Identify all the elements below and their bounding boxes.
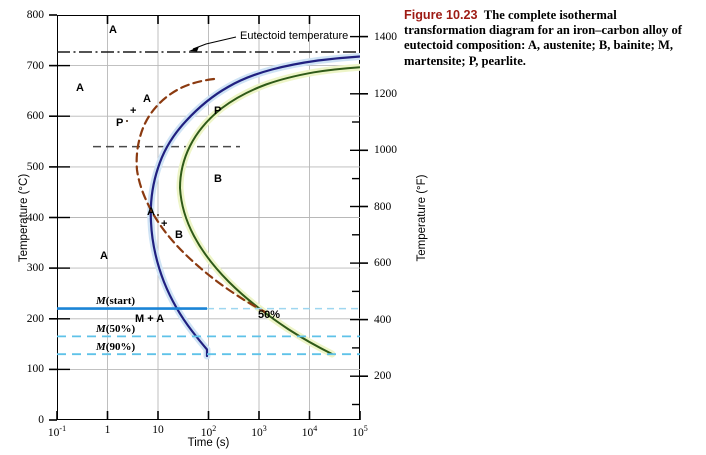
ytick-right-1400: 1400 — [374, 30, 397, 43]
xtick-mantissa: 10 — [200, 426, 213, 439]
region-label-austenite-left: A — [76, 82, 84, 94]
m-ninety-label: M(90%) — [96, 341, 135, 353]
ytick-left-800: 800 — [26, 9, 44, 21]
label-austenite-plus-bainite-a: A — [147, 206, 155, 218]
label-fifty-percent: 50% — [258, 309, 281, 321]
label-pearlite-plus-austenite-a: A — [143, 93, 151, 105]
m-ninety-label-suffix: (90%) — [105, 341, 136, 353]
xtick-exponent: -1 — [59, 424, 67, 433]
xtick-exponent: 5 — [363, 424, 368, 433]
xtick-exponent: 2 — [212, 424, 217, 433]
xtick-10: 10 — [152, 424, 164, 436]
label-austenite-plus-bainite-plus: + — [161, 218, 168, 230]
xtick-1: 1 — [104, 424, 111, 436]
ytick-left-300: 300 — [26, 262, 44, 275]
ytick-left-600: 600 — [26, 110, 44, 123]
xtick-mantissa: 10 — [251, 426, 263, 439]
y-axis-title-celsius: Temperature (°C) — [18, 173, 30, 263]
m-start-label-suffix: (start) — [105, 295, 136, 307]
xtick-mantissa: 10 — [47, 426, 60, 439]
m-fifty-label-prefix: M — [96, 323, 106, 335]
plot-area — [57, 15, 360, 420]
figure-caption: Figure 10.23 The complete isothermal tra… — [404, 8, 698, 69]
region-label-austenite-lower: A — [100, 250, 108, 262]
label-pearlite-plus-austenite-plus: + — [130, 105, 137, 117]
xtick-1e3: 103 — [251, 424, 267, 439]
ytick-right-200: 200 — [374, 370, 392, 383]
ytick-right-600: 600 — [374, 257, 392, 270]
eutectoid-temperature-label: Eutectoid temperature — [240, 30, 349, 42]
label-martensite-plus-austenite: M + A — [135, 313, 165, 325]
y-axis-title-fahrenheit: Temperature (°F) — [416, 174, 428, 262]
ytick-left-100: 100 — [26, 363, 44, 376]
ticks-left — [49, 14, 57, 421]
region-label-bainite: B — [214, 173, 222, 185]
ytick-left-500: 500 — [26, 160, 44, 173]
xtick-1e4: 104 — [302, 424, 318, 439]
label-pearlite-plus-austenite-p: P — [116, 117, 124, 129]
m-start-label-prefix: M — [96, 295, 106, 307]
ytick-left-200: 200 — [26, 312, 44, 325]
xtick-1e2: 102 — [201, 424, 217, 439]
figure-number: Figure 10.23 — [404, 8, 478, 22]
xtick-exponent: 3 — [262, 424, 267, 433]
xtick-exponent: 4 — [313, 424, 318, 433]
ytick-right-400: 400 — [374, 313, 392, 326]
region-label-pearlite: P — [214, 105, 222, 117]
ticks-right — [360, 35, 368, 378]
m-fifty-label-suffix: (50%) — [105, 323, 136, 335]
ytick-right-800: 800 — [374, 200, 392, 213]
region-label-austenite-top: A — [109, 24, 117, 36]
m-fifty-label: M(50%) — [96, 323, 135, 335]
ytick-left-400: 400 — [26, 211, 44, 224]
xtick-mantissa: 10 — [301, 426, 314, 439]
figure-caption-text: The complete isothermal transformation d… — [404, 8, 682, 68]
m-ninety-label-prefix: M — [96, 341, 106, 353]
ytick-left-700: 700 — [26, 59, 44, 72]
x-axis-title: Time (s) — [187, 437, 230, 449]
xtick-1e-1: 10-1 — [48, 424, 66, 439]
xtick-mantissa: 10 — [352, 426, 364, 439]
m-start-label: M(start) — [96, 295, 135, 307]
xtick-1e5: 105 — [352, 424, 368, 439]
ytick-right-1200: 1200 — [374, 87, 397, 100]
ytick-left-0: 0 — [38, 414, 44, 426]
label-austenite-plus-bainite-b: B — [175, 229, 183, 241]
ytick-right-1000: 1000 — [374, 144, 397, 157]
